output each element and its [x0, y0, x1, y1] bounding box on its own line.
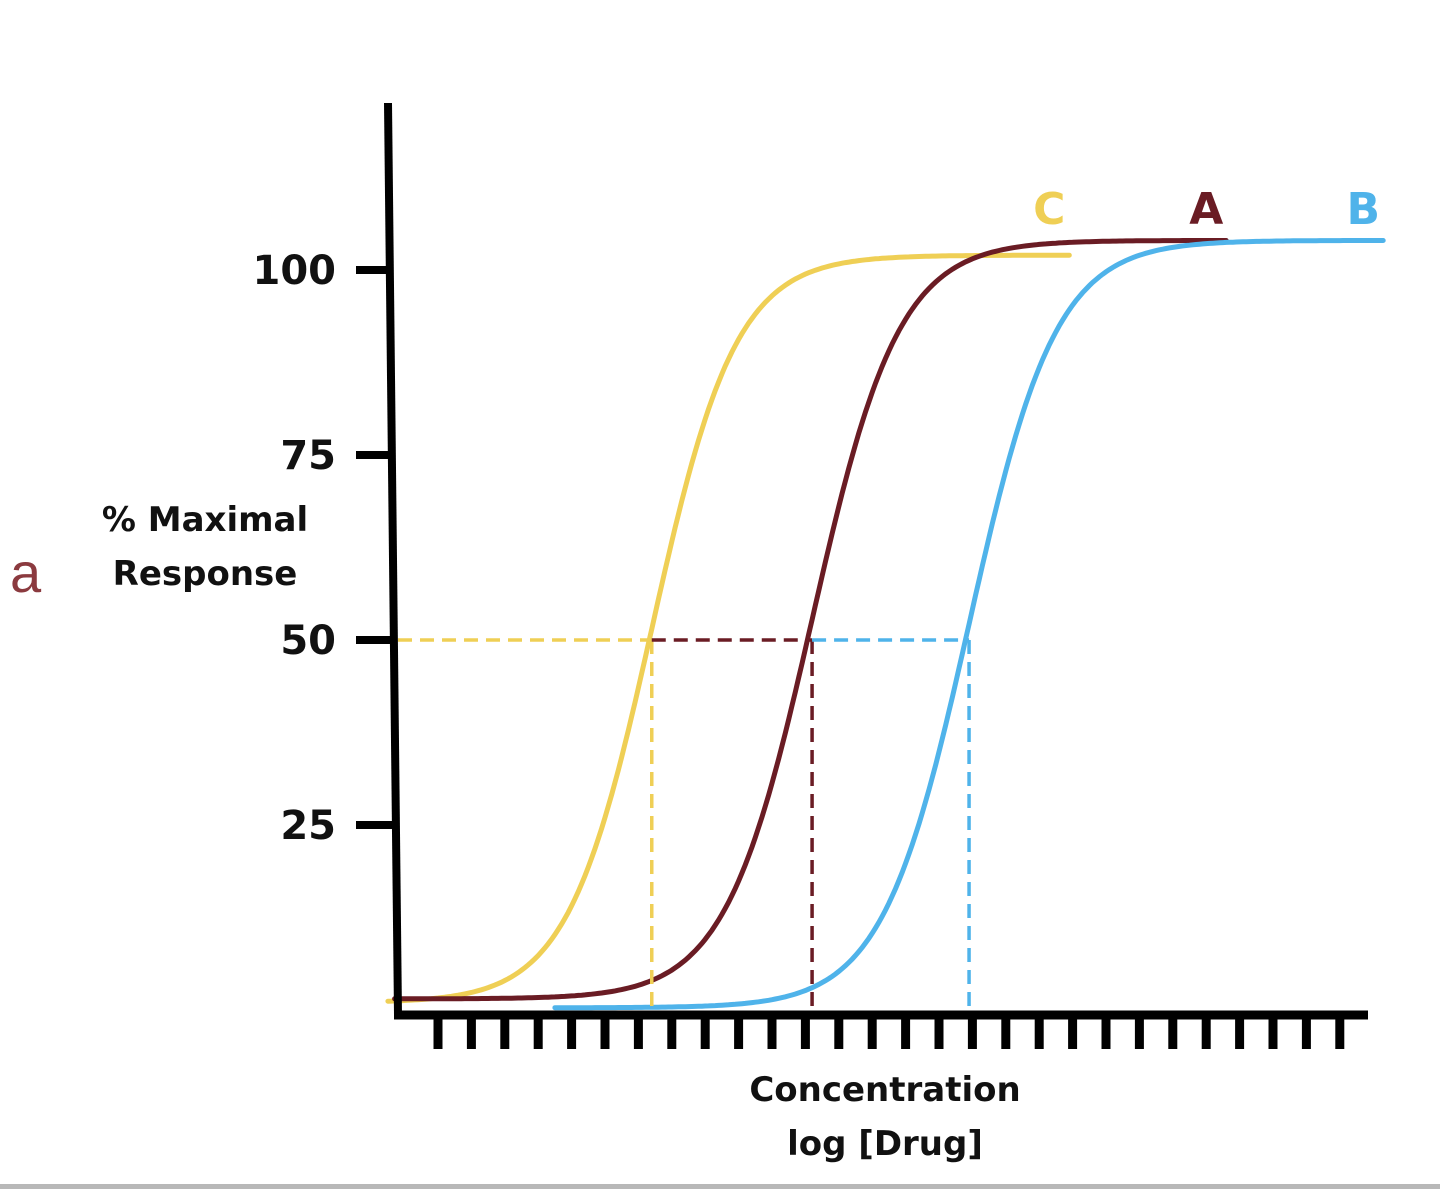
curve-C — [385, 252, 1072, 1004]
series-label-A: A — [1189, 184, 1223, 235]
panel-letter: a — [10, 541, 42, 604]
y-axis-label: % Maximal Response — [95, 493, 315, 601]
series-label-C: C — [1033, 184, 1065, 235]
series-label-B: B — [1346, 184, 1380, 235]
bottom-divider — [0, 1184, 1440, 1189]
y-tick-label-25: 25 — [280, 803, 336, 849]
x-axis-label-line-1: Concentration — [749, 1070, 1021, 1110]
x-axis-label: Concentration log [Drug] — [735, 1063, 1035, 1171]
curve-B — [552, 238, 1386, 1011]
y-tick-label-50: 50 — [280, 618, 336, 664]
y-axis-line — [384, 102, 402, 1016]
y-axis-label-line-2: Response — [112, 554, 298, 594]
x-axis-label-line-2: log [Drug] — [787, 1124, 983, 1164]
y-tick-label-100: 100 — [253, 248, 337, 294]
curve-A — [392, 238, 1229, 1002]
y-axis-label-line-1: % Maximal — [101, 500, 309, 540]
y-tick-label-75: 75 — [280, 433, 336, 479]
